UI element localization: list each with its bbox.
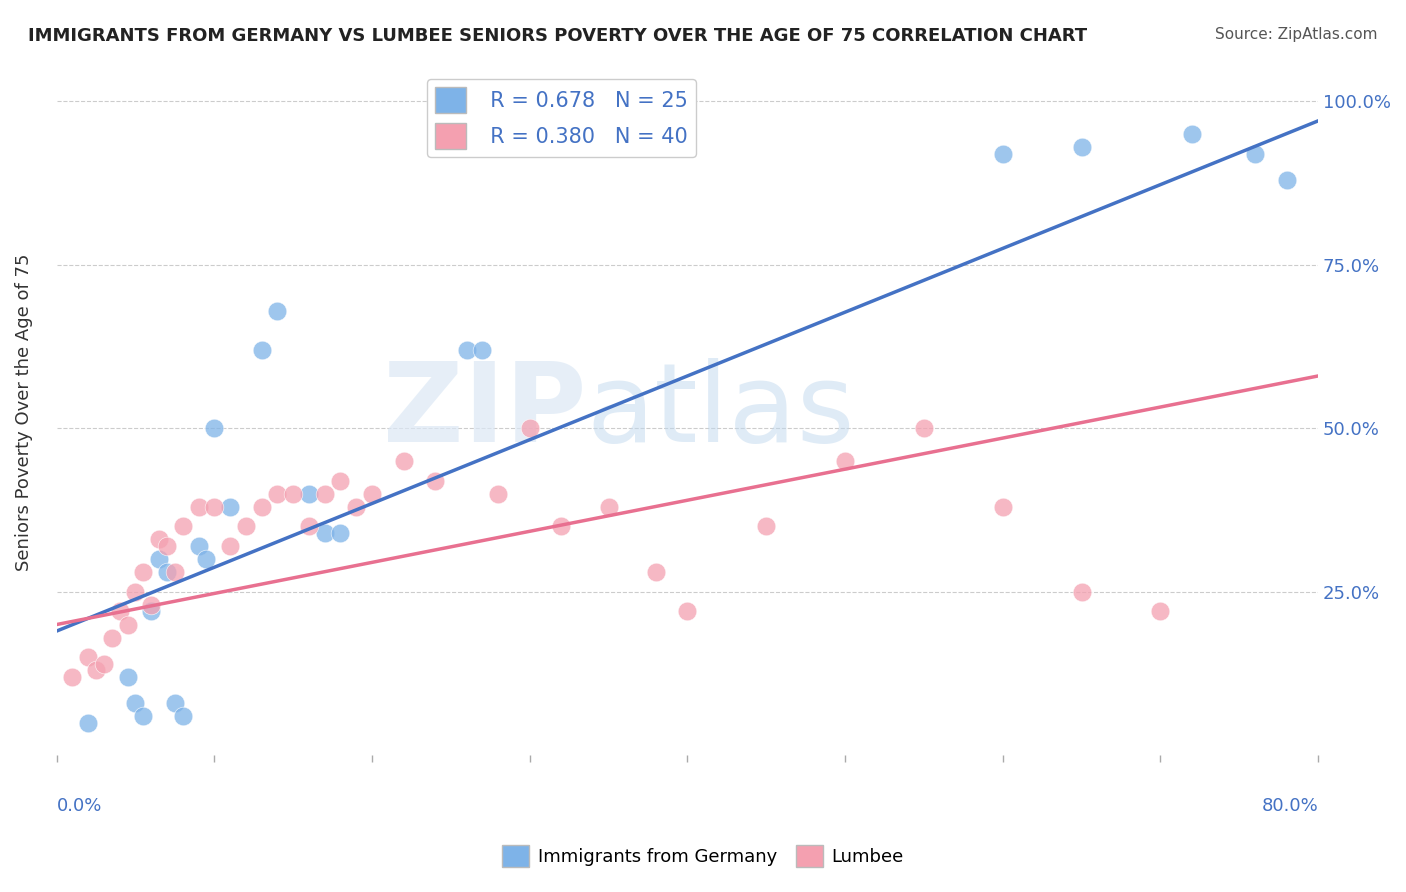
Text: 0.0%: 0.0%	[56, 797, 103, 814]
Point	[132, 565, 155, 579]
Point	[1275, 172, 1298, 186]
Legend:   R = 0.678   N = 25,   R = 0.380   N = 40: R = 0.678 N = 25, R = 0.380 N = 40	[426, 78, 696, 157]
Point	[1070, 140, 1092, 154]
Point	[329, 525, 352, 540]
Point	[755, 519, 778, 533]
Point	[1070, 584, 1092, 599]
Point	[172, 709, 194, 723]
Point	[644, 565, 666, 579]
Point	[1149, 604, 1171, 618]
Point	[550, 519, 572, 533]
Point	[298, 486, 321, 500]
Text: ZIP: ZIP	[382, 359, 586, 466]
Point	[117, 617, 139, 632]
Point	[991, 500, 1014, 514]
Point	[163, 565, 186, 579]
Point	[392, 454, 415, 468]
Point	[108, 604, 131, 618]
Point	[101, 631, 124, 645]
Point	[187, 539, 209, 553]
Point	[266, 303, 288, 318]
Point	[423, 474, 446, 488]
Text: IMMIGRANTS FROM GERMANY VS LUMBEE SENIORS POVERTY OVER THE AGE OF 75 CORRELATION: IMMIGRANTS FROM GERMANY VS LUMBEE SENIOR…	[28, 27, 1087, 45]
Point	[344, 500, 367, 514]
Point	[991, 146, 1014, 161]
Point	[329, 474, 352, 488]
Point	[77, 715, 100, 730]
Point	[132, 709, 155, 723]
Point	[235, 519, 257, 533]
Point	[219, 500, 242, 514]
Point	[1181, 127, 1204, 141]
Point	[471, 343, 494, 357]
Point	[912, 421, 935, 435]
Point	[187, 500, 209, 514]
Point	[361, 486, 384, 500]
Point	[163, 696, 186, 710]
Point	[298, 519, 321, 533]
Point	[250, 343, 273, 357]
Point	[117, 670, 139, 684]
Point	[84, 663, 107, 677]
Point	[202, 500, 225, 514]
Point	[456, 343, 478, 357]
Point	[148, 533, 170, 547]
Point	[834, 454, 856, 468]
Y-axis label: Seniors Poverty Over the Age of 75: Seniors Poverty Over the Age of 75	[15, 253, 32, 571]
Point	[156, 539, 179, 553]
Point	[124, 696, 146, 710]
Point	[141, 598, 163, 612]
Text: 80.0%: 80.0%	[1261, 797, 1319, 814]
Point	[219, 539, 242, 553]
Point	[202, 421, 225, 435]
Point	[486, 486, 509, 500]
Point	[93, 657, 115, 671]
Point	[250, 500, 273, 514]
Point	[172, 519, 194, 533]
Point	[77, 650, 100, 665]
Point	[519, 421, 541, 435]
Text: Source: ZipAtlas.com: Source: ZipAtlas.com	[1215, 27, 1378, 42]
Point	[314, 525, 336, 540]
Point	[156, 565, 179, 579]
Point	[281, 486, 304, 500]
Point	[676, 604, 699, 618]
Point	[314, 486, 336, 500]
Point	[195, 552, 218, 566]
Text: atlas: atlas	[586, 359, 855, 466]
Legend: Immigrants from Germany, Lumbee: Immigrants from Germany, Lumbee	[495, 838, 911, 874]
Point	[141, 604, 163, 618]
Point	[598, 500, 620, 514]
Point	[124, 584, 146, 599]
Point	[60, 670, 83, 684]
Point	[148, 552, 170, 566]
Point	[266, 486, 288, 500]
Point	[1244, 146, 1267, 161]
